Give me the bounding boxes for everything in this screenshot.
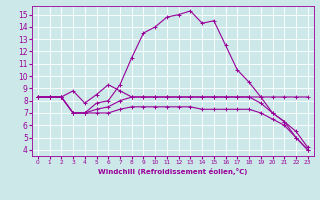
X-axis label: Windchill (Refroidissement éolien,°C): Windchill (Refroidissement éolien,°C) <box>98 168 247 175</box>
